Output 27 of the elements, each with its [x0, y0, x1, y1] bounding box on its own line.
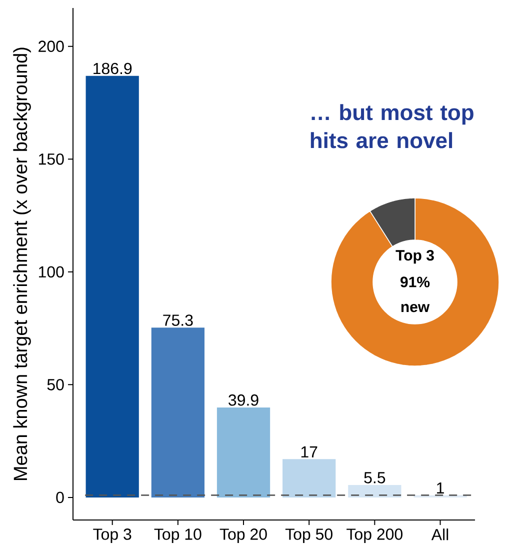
y-tick-label: 50 — [47, 379, 64, 390]
x-tick-label: All — [431, 528, 448, 540]
y-axis-title: Mean known target enrichment (x over background) — [13, 48, 31, 480]
chart-title: … but most top hits are novel — [310, 104, 474, 148]
data-label: 5.5 — [364, 472, 386, 484]
y-tick-label: 100 — [38, 266, 64, 278]
bar — [348, 485, 402, 498]
x-tick-label: Top 20 — [220, 528, 267, 544]
x-tick-label: Top 10 — [154, 528, 202, 544]
annotation: new — [401, 304, 430, 312]
annotation: Top 3 — [396, 250, 434, 264]
x-tick-label: Top 200 — [346, 528, 402, 544]
annotation: 91% — [400, 276, 430, 288]
bar — [151, 328, 204, 498]
y-tick-label: 150 — [38, 153, 64, 165]
data-label: 75.3 — [163, 314, 193, 326]
bar — [216, 407, 270, 498]
y-tick-label: 200 — [38, 40, 64, 52]
data-label: 1 — [437, 482, 444, 494]
x-tick-label: Top 50 — [285, 528, 332, 544]
data-label: 39.9 — [228, 394, 258, 406]
y-tick-label: 0 — [56, 492, 64, 504]
data-label: 186.9 — [94, 62, 132, 74]
bar — [282, 459, 336, 498]
bar — [86, 76, 139, 498]
data-label: 17 — [301, 446, 318, 458]
x-tick-label: Top 3 — [93, 528, 132, 544]
